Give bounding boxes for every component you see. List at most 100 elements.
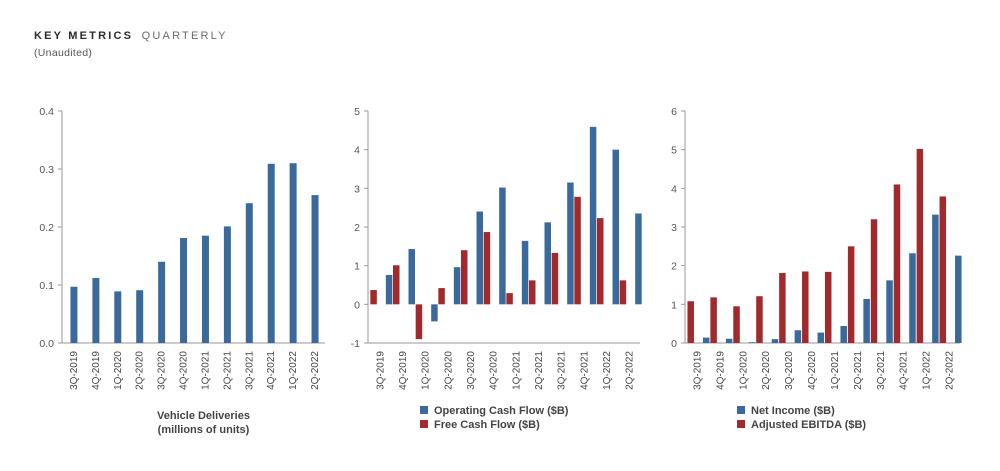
x-tick-label: 2Q-2021 bbox=[534, 351, 545, 390]
bar-series-3Q-2019 bbox=[70, 286, 78, 343]
x-tick-label: 3Q-2020 bbox=[784, 351, 795, 390]
bar-net-income-b-3Q-2021 bbox=[886, 280, 893, 343]
bar-free-cash-flow-b-4Q-2019 bbox=[393, 265, 400, 305]
bar-operating-cash-flow-b-3Q-2020 bbox=[476, 211, 483, 305]
y-tick-label: 5 bbox=[671, 145, 677, 157]
bar-adjusted-ebitda-b-1Q-2020 bbox=[733, 306, 740, 343]
bar-series-4Q-2019 bbox=[92, 278, 100, 343]
bar-adjusted-ebitda-b-3Q-2019 bbox=[687, 301, 694, 343]
bar-series-3Q-2020 bbox=[158, 261, 166, 343]
bar-adjusted-ebitda-b-4Q-2021 bbox=[893, 184, 901, 343]
legend-swatch-operating-cash-flow-b bbox=[420, 406, 428, 414]
bar-net-income-b-1Q-2020 bbox=[748, 342, 756, 344]
x-tick-label: 1Q-2022 bbox=[288, 351, 299, 390]
bar-net-income-b-1Q-2022 bbox=[932, 214, 939, 343]
legend-swatch-free-cash-flow-b bbox=[420, 420, 428, 428]
bar-adjusted-ebitda-b-1Q-2022 bbox=[916, 148, 924, 343]
y-tick-label: 4 bbox=[671, 183, 677, 195]
bar-series-3Q-2021 bbox=[245, 203, 253, 343]
bar-net-income-b-4Q-2020 bbox=[817, 332, 825, 343]
bar-operating-cash-flow-b-4Q-2021 bbox=[589, 126, 597, 305]
x-tick-label: 3Q-2019 bbox=[375, 351, 386, 390]
x-tick-label: 4Q-2019 bbox=[398, 351, 409, 390]
bar-free-cash-flow-b-4Q-2021 bbox=[574, 196, 581, 305]
bar-operating-cash-flow-b-1Q-2020 bbox=[431, 304, 438, 322]
bar-free-cash-flow-b-1Q-2021 bbox=[506, 293, 513, 305]
x-tick-label: 1Q-2020 bbox=[113, 351, 124, 390]
x-tick-label: 2Q-2020 bbox=[135, 351, 146, 390]
bar-operating-cash-flow-b-4Q-2020 bbox=[499, 187, 506, 305]
x-tick-label: 1Q-2021 bbox=[830, 351, 841, 390]
page-subtitle: (Unaudited) bbox=[34, 47, 93, 59]
page-title: KEY METRICS QUARTERLY bbox=[34, 26, 228, 44]
bar-free-cash-flow-b-3Q-2021 bbox=[551, 252, 559, 305]
x-tick-label: 4Q-2021 bbox=[899, 351, 910, 390]
x-tick-label: 3Q-2020 bbox=[157, 351, 168, 390]
y-tick-label: 0.1 bbox=[39, 280, 54, 292]
bar-net-income-b-3Q-2020 bbox=[794, 330, 802, 343]
bar-series-4Q-2021 bbox=[267, 163, 275, 343]
x-tick-label: 4Q-2020 bbox=[489, 351, 500, 390]
bar-operating-cash-flow-b-2Q-2020 bbox=[453, 267, 461, 305]
x-tick-label: 3Q-2021 bbox=[244, 351, 255, 390]
y-tick-label: 6 bbox=[671, 106, 677, 118]
x-axis-label: Vehicle Deliveries bbox=[157, 410, 250, 422]
x-tick-label: 2Q-2022 bbox=[310, 351, 321, 390]
y-tick-label: 3 bbox=[671, 222, 677, 234]
y-tick-label: 2 bbox=[354, 222, 360, 234]
page-header: KEY METRICS QUARTERLY (Unaudited) bbox=[34, 26, 228, 59]
legend-swatch-net-income-b bbox=[737, 406, 745, 414]
title-sub: QUARTERLY bbox=[141, 30, 228, 42]
bar-net-income-b-1Q-2021 bbox=[840, 325, 847, 343]
x-tick-label: 3Q-2020 bbox=[466, 351, 477, 390]
bar-operating-cash-flow-b-1Q-2022 bbox=[612, 149, 619, 305]
bar-adjusted-ebitda-b-3Q-2020 bbox=[779, 273, 786, 343]
bar-free-cash-flow-b-2Q-2020 bbox=[438, 288, 445, 305]
bar-adjusted-ebitda-b-4Q-2019 bbox=[710, 297, 717, 343]
bar-net-income-b-3Q-2019 bbox=[702, 337, 710, 343]
y-tick-label: 4 bbox=[354, 145, 360, 157]
legend-swatch-adjusted-ebitda-b bbox=[737, 420, 745, 428]
bar-adjusted-ebitda-b-2Q-2022 bbox=[939, 196, 947, 343]
bar-free-cash-flow-b-3Q-2019 bbox=[370, 290, 377, 305]
x-tick-label: 2Q-2020 bbox=[761, 351, 772, 390]
bar-free-cash-flow-b-3Q-2020 bbox=[461, 250, 468, 305]
bar-free-cash-flow-b-1Q-2020 bbox=[415, 304, 423, 340]
y-tick-label: 0 bbox=[354, 299, 360, 311]
x-tick-label: 1Q-2020 bbox=[421, 351, 432, 390]
x-tick-label: 3Q-2019 bbox=[69, 351, 80, 390]
bar-adjusted-ebitda-b-1Q-2021 bbox=[824, 271, 832, 343]
x-tick-label: 2Q-2021 bbox=[222, 351, 233, 390]
x-tick-label: 4Q-2019 bbox=[91, 351, 102, 390]
bar-adjusted-ebitda-b-4Q-2020 bbox=[802, 271, 809, 343]
bar-series-2Q-2022 bbox=[311, 195, 319, 343]
x-tick-label: 3Q-2019 bbox=[692, 351, 703, 390]
y-tick-label: 0.2 bbox=[39, 222, 54, 234]
y-tick-label: 0.0 bbox=[39, 338, 54, 350]
bar-net-income-b-4Q-2019 bbox=[725, 338, 733, 343]
x-tick-label: 1Q-2021 bbox=[200, 351, 211, 390]
bar-free-cash-flow-b-2Q-2022 bbox=[619, 280, 627, 305]
legend-label-net-income-b: Net Income ($B) bbox=[751, 405, 835, 417]
title-main: KEY METRICS bbox=[34, 30, 134, 42]
bar-free-cash-flow-b-2Q-2021 bbox=[529, 280, 536, 305]
y-tick-label: 2 bbox=[671, 261, 677, 273]
x-tick-label: 4Q-2020 bbox=[179, 351, 190, 390]
bar-series-4Q-2020 bbox=[180, 238, 188, 343]
bar-net-income-b-2Q-2022 bbox=[955, 255, 962, 343]
bar-operating-cash-flow-b-3Q-2021 bbox=[567, 182, 574, 305]
bar-operating-cash-flow-b-2Q-2022 bbox=[635, 213, 642, 305]
x-tick-label: 1Q-2022 bbox=[602, 351, 613, 390]
bar-operating-cash-flow-b-3Q-2019 bbox=[385, 274, 393, 305]
y-tick-label: 0.4 bbox=[39, 106, 54, 118]
y-tick-label: 0.3 bbox=[39, 164, 54, 176]
x-tick-label: 2Q-2021 bbox=[853, 351, 864, 390]
x-tick-label: 1Q-2022 bbox=[922, 351, 933, 390]
bar-net-income-b-4Q-2021 bbox=[909, 253, 916, 343]
y-tick-label: 0 bbox=[671, 338, 677, 350]
y-tick-label: 5 bbox=[354, 106, 360, 118]
bar-series-2Q-2020 bbox=[136, 290, 144, 343]
